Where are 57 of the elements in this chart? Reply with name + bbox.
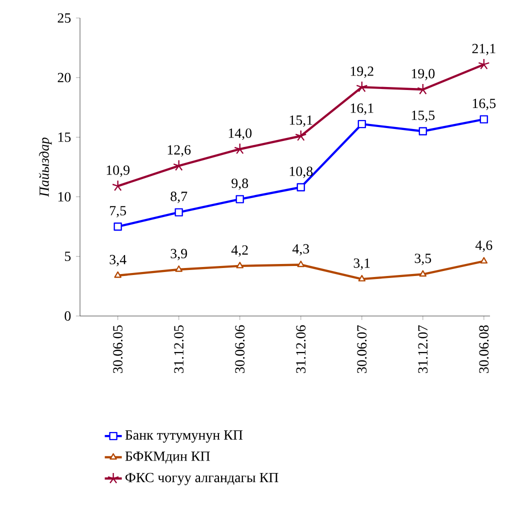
data-label: 16,1	[350, 104, 374, 115]
legend-label: Банк тутумунун КП	[125, 430, 243, 443]
x-tick-label: 31.12.05	[174, 325, 184, 373]
point	[417, 83, 429, 95]
y-tick-label: 0	[64, 311, 71, 321]
data-label: 15,1	[290, 115, 312, 127]
point	[295, 130, 307, 142]
point	[174, 208, 183, 216]
data-label: 19,0	[412, 68, 435, 80]
y-tick-label: 5	[64, 252, 71, 262]
x-tick-label: 30.06.05	[113, 325, 123, 373]
data-label: 16,5	[472, 98, 496, 110]
data-label: 19,2	[350, 66, 374, 78]
data-label: 21,1	[472, 44, 496, 56]
y-tick-label: 25	[58, 13, 71, 23]
legend-label: ФКС чогуу алгандагы КП	[125, 472, 278, 486]
data-label: 9,8	[232, 178, 248, 190]
point	[418, 127, 427, 136]
point	[297, 260, 304, 268]
x-tick-label: 30.06.08	[479, 325, 489, 373]
x-tick-label: 31.12.06	[296, 325, 306, 373]
point	[296, 183, 305, 192]
y-tick-label: 20	[58, 72, 71, 82]
point	[419, 270, 427, 277]
data-label: 10,8	[290, 166, 313, 178]
y-axis-title: Пайыздар	[38, 138, 52, 197]
y-tick-label: 10	[58, 192, 71, 202]
point	[478, 58, 490, 70]
x-tick-label: 31.12.07	[418, 325, 428, 373]
data-label: 10,9	[106, 165, 130, 177]
point	[480, 115, 488, 124]
data-label: 12,6	[168, 145, 191, 157]
point	[114, 271, 122, 278]
point	[114, 222, 122, 231]
point	[236, 262, 244, 268]
data-label: 7,5	[110, 206, 126, 218]
point	[480, 257, 488, 264]
y-tick-label: 15	[58, 132, 71, 142]
x-tick-label: 30.06.07	[357, 325, 367, 373]
data-label: 8,7	[170, 192, 188, 204]
point	[358, 120, 366, 128]
data-label: 3,9	[170, 248, 187, 260]
legend-label: БФКМдин КП	[125, 452, 210, 464]
x-tick-label: 30.06.06	[235, 325, 245, 373]
point	[175, 265, 182, 272]
data-label: 3,5	[414, 254, 432, 266]
data-label: 4,3	[292, 244, 310, 256]
data-label: 3,4	[110, 254, 126, 266]
point	[358, 274, 366, 282]
data-label: 15,5	[412, 110, 435, 122]
point	[356, 81, 368, 92]
data-label: 4,6	[475, 240, 492, 252]
point	[234, 143, 246, 154]
data-label: 4,2	[231, 245, 248, 257]
point	[236, 195, 244, 204]
data-label: 3,1	[354, 258, 370, 270]
data-label: 14,0	[228, 128, 252, 140]
